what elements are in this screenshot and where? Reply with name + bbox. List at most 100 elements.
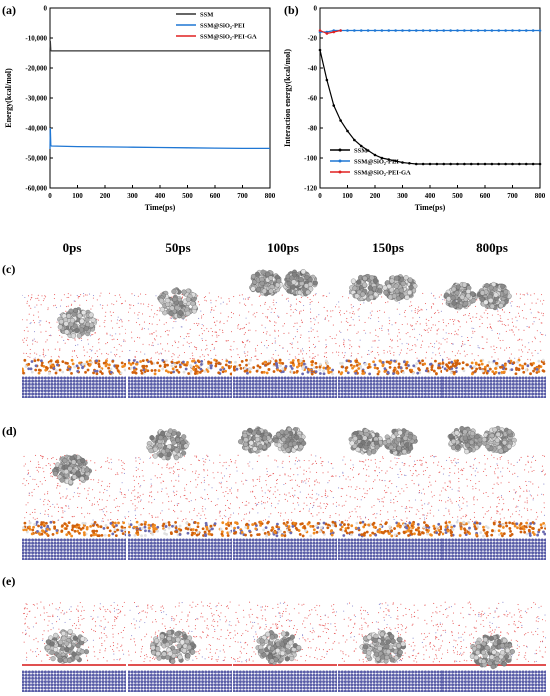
substrate-atom <box>356 386 360 390</box>
substrate-atom <box>24 395 28 398</box>
water-molecule <box>256 344 259 346</box>
substrate-atom <box>309 395 313 398</box>
water-molecule <box>515 316 517 318</box>
oil-atom <box>454 290 460 296</box>
substrate-atom <box>270 386 274 390</box>
water-molecule <box>462 342 464 344</box>
substrate-atom <box>159 382 163 386</box>
water-molecule <box>330 310 332 312</box>
coating-atom <box>44 366 48 369</box>
substrate-atom <box>59 557 63 560</box>
substrate-atom <box>133 386 137 390</box>
substrate-atom <box>114 389 118 393</box>
water-molecule <box>35 466 37 468</box>
water-molecule <box>383 349 385 352</box>
oil-atom <box>88 322 95 328</box>
water-molecule <box>323 295 325 297</box>
coating-atom <box>73 529 77 533</box>
substrate-atom <box>334 382 337 386</box>
water-molecule <box>72 496 74 498</box>
substrate-atom <box>334 386 337 390</box>
substrate-atom <box>283 382 287 386</box>
water-molecule <box>188 346 191 348</box>
water-molecule <box>59 349 61 351</box>
water-molecule <box>282 347 284 350</box>
water-molecule <box>518 349 520 351</box>
data-point <box>463 29 466 32</box>
water-molecule <box>104 315 106 317</box>
substrate-atom <box>220 386 224 390</box>
water-molecule <box>296 328 298 330</box>
substrate-atom <box>101 554 105 558</box>
coating-atom <box>219 368 223 372</box>
substrate-atom <box>34 392 38 396</box>
water-molecule <box>420 308 422 310</box>
oil-atom <box>291 279 297 285</box>
y-tick-label: -40,000 <box>25 125 47 133</box>
water-molecule <box>241 341 243 343</box>
water-molecule <box>531 352 533 354</box>
water-molecule <box>238 356 241 359</box>
water-molecule <box>479 318 481 320</box>
substrate-atom <box>423 395 427 398</box>
coating-atom <box>470 372 474 376</box>
substrate-atom <box>235 379 239 383</box>
substrate-atom <box>117 541 121 545</box>
substrate-atom <box>495 379 499 383</box>
substrate-atom <box>149 389 153 393</box>
water-molecule <box>92 305 94 307</box>
substrate-atom <box>156 386 160 390</box>
oil-atom <box>255 286 262 292</box>
substrate-atom <box>254 382 258 386</box>
substrate-atom <box>347 389 351 393</box>
water-molecule <box>438 321 440 323</box>
coating-atom <box>108 363 111 367</box>
substrate-atom <box>159 376 163 380</box>
substrate-atom <box>56 544 60 548</box>
water-molecule <box>121 493 123 495</box>
substrate-atom <box>22 389 25 393</box>
data-point <box>414 162 418 166</box>
water-molecule <box>421 309 423 311</box>
water-molecule <box>33 331 36 333</box>
water-molecule <box>508 346 511 349</box>
water-molecule <box>134 356 136 358</box>
substrate-atom <box>296 382 300 386</box>
water-molecule <box>116 472 118 474</box>
substrate-atom <box>37 382 41 386</box>
coating-atom <box>407 364 410 367</box>
substrate-atom <box>143 376 147 380</box>
substrate-atom <box>515 379 519 383</box>
water-molecule <box>147 328 149 330</box>
water-molecule <box>148 323 151 325</box>
water-molecule <box>47 513 49 515</box>
coating-atom <box>485 371 489 375</box>
water-molecule <box>37 311 39 313</box>
water-molecule <box>84 488 86 490</box>
substrate-atom <box>414 376 418 380</box>
substrate-atom <box>280 376 284 380</box>
coating-atom <box>470 361 474 365</box>
water-molecule <box>410 301 412 303</box>
substrate-atom <box>404 382 408 386</box>
substrate-atom <box>499 376 503 380</box>
water-molecule <box>139 337 141 339</box>
water-molecule <box>115 474 117 476</box>
water-molecule <box>271 342 273 345</box>
water-molecule <box>170 480 173 482</box>
water-molecule <box>81 507 83 509</box>
water-molecule <box>339 330 341 332</box>
water-molecule <box>442 329 444 331</box>
water-molecule <box>459 326 461 328</box>
water-molecule <box>513 334 515 336</box>
substrate-atom <box>283 392 287 396</box>
water-molecule <box>34 352 36 354</box>
water-molecule <box>207 469 209 471</box>
substrate-atom <box>369 392 373 396</box>
water-molecule <box>150 309 152 311</box>
coating-atom <box>175 368 179 372</box>
water-molecule <box>39 355 41 357</box>
y-axis-label: Interaction energy(kcal/mol) <box>283 49 292 147</box>
water-molecule <box>197 301 199 303</box>
water-molecule <box>245 323 247 326</box>
